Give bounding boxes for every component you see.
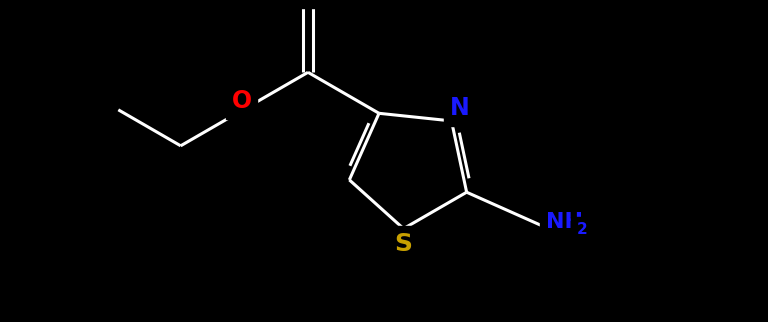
Text: NH: NH: [545, 212, 583, 232]
Text: 2: 2: [577, 222, 588, 237]
Text: O: O: [232, 89, 252, 113]
Text: O: O: [298, 0, 318, 2]
Text: N: N: [449, 96, 469, 120]
Text: S: S: [395, 232, 412, 256]
